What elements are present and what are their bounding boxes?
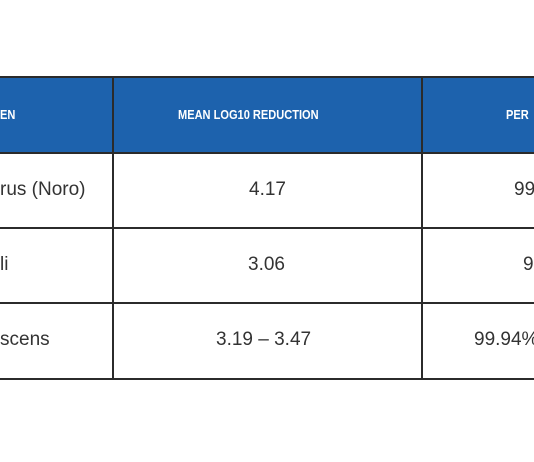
cell: scens bbox=[0, 329, 50, 350]
cell: 4.17 bbox=[249, 179, 286, 200]
cell: 3.19 – 3.47 bbox=[216, 329, 312, 350]
header-cell: EN bbox=[0, 107, 16, 122]
row-line bbox=[0, 152, 534, 154]
header-cell: PER bbox=[506, 107, 529, 122]
cell: 9 bbox=[523, 254, 534, 275]
row-line bbox=[0, 227, 534, 229]
cell: li bbox=[0, 254, 9, 275]
cell: 3.06 bbox=[248, 254, 285, 275]
column-line bbox=[112, 77, 114, 380]
row-line bbox=[0, 76, 534, 78]
row-line bbox=[0, 378, 534, 380]
row-line bbox=[0, 302, 534, 304]
column-line bbox=[421, 77, 423, 380]
cell: 99 bbox=[514, 179, 534, 200]
header-cell: MEAN LOG10 REDUCTION bbox=[178, 107, 319, 122]
cell: 99.94% bbox=[474, 329, 534, 350]
cell: rus (Noro) bbox=[0, 179, 86, 200]
header-row bbox=[0, 77, 534, 153]
